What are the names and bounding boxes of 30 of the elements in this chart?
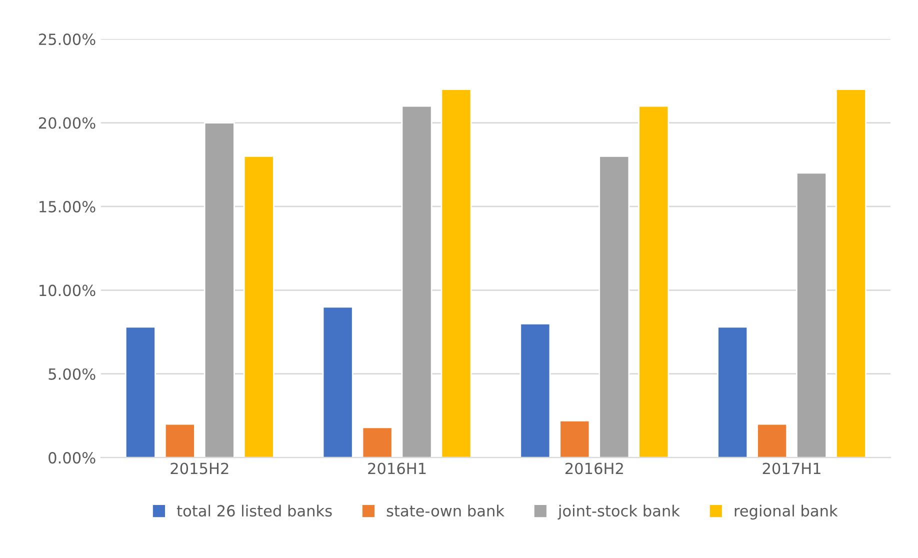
x-tick-label: 2017H1 [762, 462, 820, 474]
legend-label: regional bank [734, 504, 838, 520]
x-tick-label: 2016H2 [565, 462, 623, 474]
bar [164, 423, 196, 458]
y-tick-label: 20.00% [38, 117, 96, 129]
bar [322, 306, 354, 458]
bar [717, 326, 748, 458]
bar [401, 105, 432, 458]
y-tick-label: 10.00% [40, 284, 96, 296]
y-tick-label: 25.00% [38, 34, 96, 46]
bar [362, 426, 393, 458]
legend-label: state-own bank [386, 504, 504, 517]
bar [835, 88, 866, 458]
bar [243, 156, 274, 458]
y-tick-label: 0.00% [48, 452, 96, 464]
y-tick-label: 5.00% [48, 368, 96, 380]
bar [520, 322, 551, 458]
legend-label: joint-stock bank [558, 504, 680, 520]
y-tick-label: 15.00% [40, 200, 96, 212]
legend-label: total 26 listed banks [176, 504, 332, 517]
bar [440, 88, 472, 458]
bar [756, 423, 788, 458]
bar [559, 420, 590, 458]
bar [598, 156, 630, 458]
bar [638, 105, 670, 458]
bar [796, 172, 828, 458]
x-tick-label: 2016H1 [368, 462, 426, 474]
bar [204, 122, 235, 458]
x-tick-label: 2015H2 [170, 462, 228, 474]
bar [124, 326, 156, 458]
